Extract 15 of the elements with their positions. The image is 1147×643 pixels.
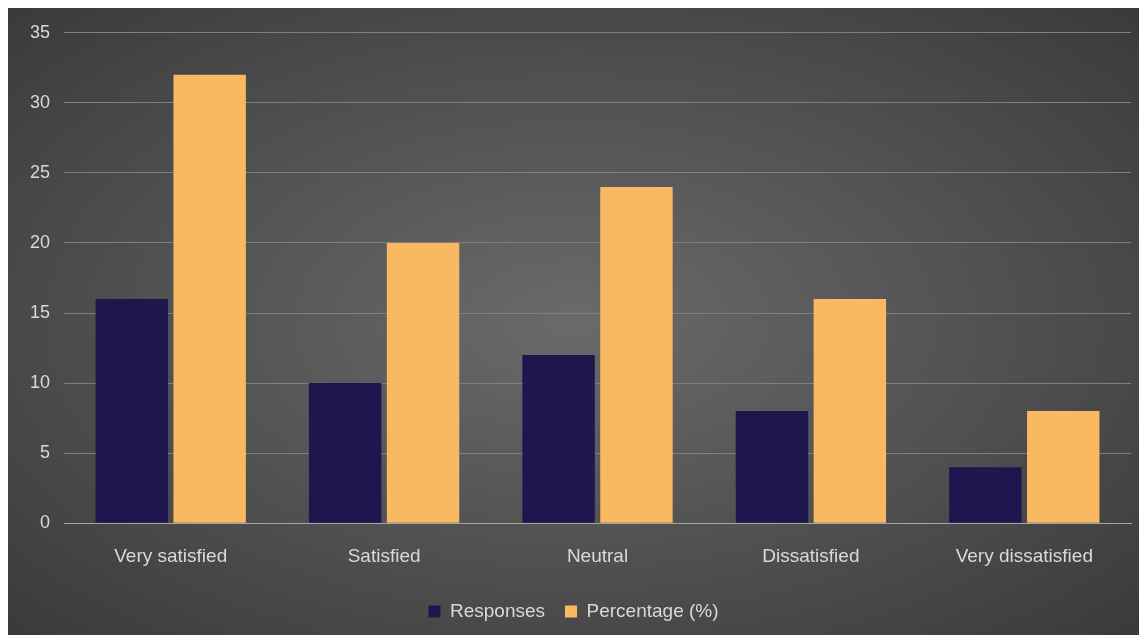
x-tick-label: Neutral: [566, 544, 629, 566]
x-tick-label: Dissatisfied: [762, 544, 860, 566]
y-tick-label: 15: [29, 302, 51, 322]
legend-label: Percentage (%): [586, 599, 719, 621]
y-tick-label: 0: [40, 512, 51, 533]
y-tick-label: 30: [29, 91, 51, 112]
x-tick-label: Satisfied: [347, 544, 421, 566]
y-tick-label: 25: [29, 161, 51, 182]
y-tick-label: 10: [29, 372, 51, 393]
y-tick-label: 35: [29, 21, 51, 42]
y-tick-label: 5: [40, 442, 51, 463]
x-tick-label: Very satisfied: [114, 544, 228, 566]
x-tick-label: Very dissatisfied: [955, 544, 1093, 566]
y-tick-label: 20: [29, 231, 51, 252]
legend-label: Responses: [449, 599, 546, 621]
